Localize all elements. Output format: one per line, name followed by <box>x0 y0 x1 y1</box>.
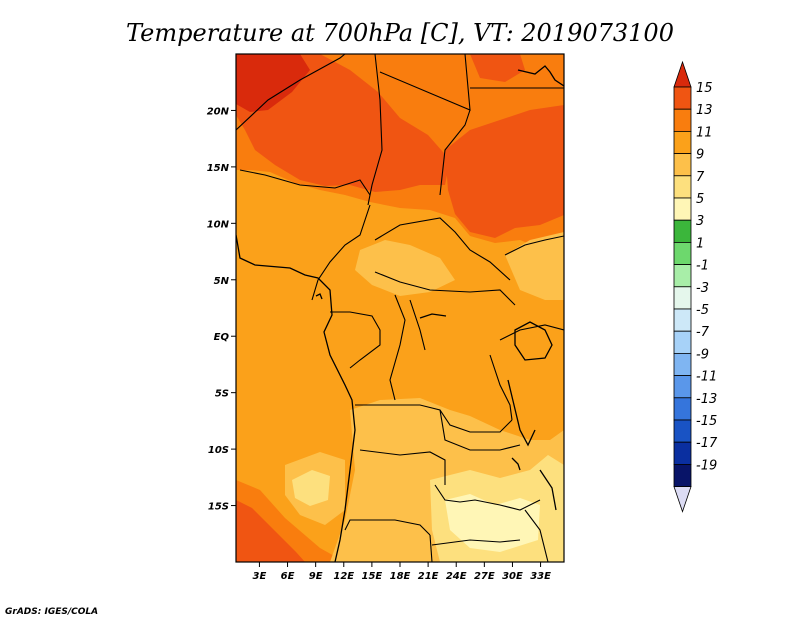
colorbar-swatch <box>673 264 692 288</box>
map-area <box>236 54 564 562</box>
y-tick-label: 5S <box>215 389 229 400</box>
colorbar-label: -13 <box>696 392 717 407</box>
colorbar-swatch <box>673 130 692 154</box>
x-axis: 3E 6E 9E 12E 15E 18E 21E 24E 27E 30E 33E <box>253 562 551 582</box>
colorbar-label: 1 <box>696 236 704 251</box>
colorbar-label: 13 <box>696 103 713 118</box>
grads-credit: GrADS: IGES/COLA <box>5 607 98 617</box>
field-band-15 <box>236 54 310 112</box>
colorbar-swatch <box>673 286 692 310</box>
colorbar-label: -11 <box>696 370 717 385</box>
colorbar-swatch <box>673 419 692 443</box>
colorbar-label: -5 <box>696 303 709 318</box>
colorbar-swatch <box>673 308 692 332</box>
colorbar-swatch <box>673 330 692 354</box>
colorbar-label: -1 <box>696 259 709 274</box>
colorbar-swatch <box>673 241 692 265</box>
colorbar-label: -7 <box>696 325 710 340</box>
colorbar-arrow-bottom <box>673 486 692 513</box>
colorbar-label: 5 <box>696 192 704 207</box>
x-tick-label: 18E <box>390 571 411 582</box>
y-tick-label: 20N <box>207 106 230 117</box>
field-band-13-ne <box>470 54 525 82</box>
colorbar-swatch <box>673 441 692 465</box>
coastlines <box>236 65 564 562</box>
colorbar-label: -17 <box>696 436 718 451</box>
colorbar-swatch <box>673 108 692 132</box>
colorbar-label: -19 <box>696 458 717 473</box>
colorbar-label: 15 <box>696 81 713 96</box>
colorbar-label: -15 <box>696 414 717 429</box>
colorbar-swatch <box>673 175 692 199</box>
y-tick-label: 10N <box>207 219 230 230</box>
country-borders <box>236 54 564 562</box>
x-tick-label: 6E <box>281 571 295 582</box>
field-band-5-atlantic <box>292 470 330 506</box>
colorbar: 15 13 11 9 7 5 3 1 -1 -3 -5 -7 -9 -11 -13 -15 -17 -19 <box>673 60 718 513</box>
chart-title: Temperature at 700hPa [C], VT: 201907310… <box>126 19 674 47</box>
x-tick-label: 27E <box>474 571 495 582</box>
colorbar-swatch <box>673 463 692 487</box>
field-band-13-east <box>445 105 564 238</box>
x-tick-label: 3E <box>253 571 267 582</box>
x-tick-label: 24E <box>446 571 467 582</box>
y-tick-label: 15N <box>207 163 230 174</box>
colorbar-swatch <box>673 153 692 177</box>
x-tick-label: 9E <box>309 571 323 582</box>
y-axis: 20N 15N 10N 5N EQ 5S 10S 15S <box>207 106 236 513</box>
field-band-13-sw <box>236 500 305 562</box>
y-tick-label: EQ <box>214 332 230 343</box>
x-tick-label: 15E <box>362 571 383 582</box>
colorbar-label: 9 <box>696 148 704 163</box>
colorbar-label: 11 <box>696 125 713 140</box>
y-tick-label: 15S <box>208 502 229 513</box>
field-band-7-west <box>355 240 455 296</box>
colorbar-label: 7 <box>696 170 705 185</box>
colorbar-swatch <box>673 197 692 221</box>
x-tick-label: 21E <box>418 571 439 582</box>
x-tick-label: 12E <box>333 571 354 582</box>
y-tick-label: 5N <box>214 276 230 287</box>
colorbar-swatch <box>673 375 692 399</box>
colorbar-label: 3 <box>696 214 704 229</box>
x-tick-label: 30E <box>502 571 523 582</box>
colorbar-swatch <box>673 397 692 421</box>
colorbar-swatch <box>673 352 692 376</box>
colorbar-swatch <box>673 219 692 243</box>
y-tick-label: 10S <box>208 445 229 456</box>
colorbar-swatch <box>673 86 692 110</box>
x-tick-label: 33E <box>530 571 551 582</box>
field-band-7-ne <box>505 232 564 300</box>
colorbar-label: -3 <box>696 281 709 296</box>
colorbar-label: -9 <box>696 347 709 362</box>
colorbar-arrow-top <box>673 60 692 88</box>
